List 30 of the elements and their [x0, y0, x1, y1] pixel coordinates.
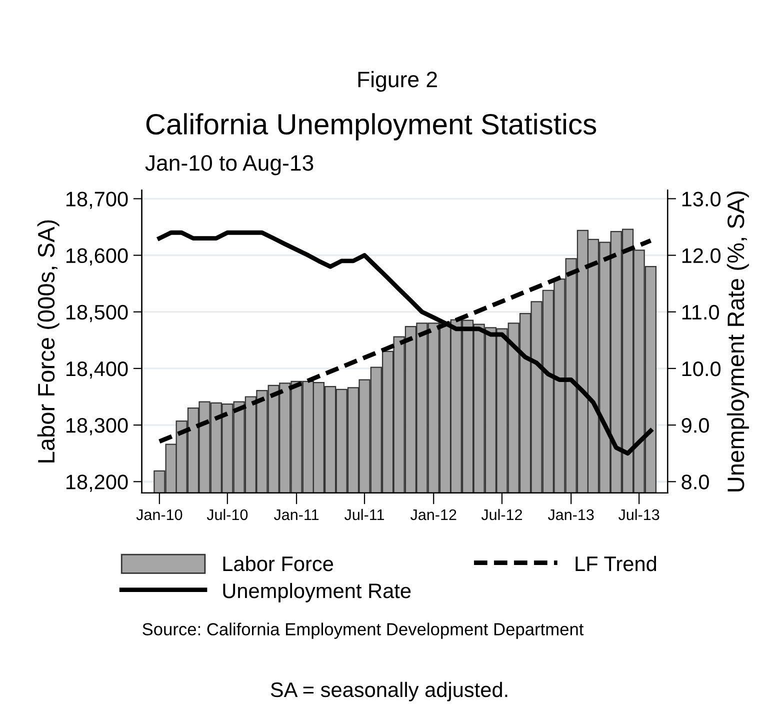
- y-tick-label: 18,300: [66, 418, 128, 436]
- y-tick-label: 18,700: [66, 192, 128, 209]
- y-tick-label: 18,400: [66, 361, 128, 379]
- y-tick-label: 18,200: [66, 474, 128, 492]
- text: SA = seasonally adjusted.: [270, 682, 508, 702]
- y2-tick-label: 11.0: [682, 304, 719, 320]
- legend-label: LF Trend: [576, 556, 656, 572]
- x-tick-label: Jan-13: [548, 509, 594, 520]
- legend-label: Labor Force: [223, 556, 334, 572]
- y-tick-label: 18,500: [66, 304, 128, 322]
- x-tick-label: Jul-13: [618, 508, 660, 520]
- y2-tick-label: 13.0: [682, 192, 721, 206]
- x-tick-label: Jan-10: [136, 509, 182, 520]
- y2-axis-title: Unemployment Rate (%, SA): [726, 191, 749, 492]
- x-tick-label: Jul-11: [344, 508, 384, 520]
- y-axis-title: Labor Force (000s, SA): [37, 220, 60, 462]
- x-tick-label: Jan-11: [274, 509, 319, 520]
- y2-tick-label: 12.0: [682, 248, 721, 264]
- y2-tick-label: 8.0: [682, 474, 709, 490]
- source-note: Source: California Employment Development Department: [142, 622, 584, 639]
- legend-label: Unemployment Rate: [223, 582, 411, 602]
- x-tick-label: Jul-10: [206, 508, 248, 520]
- y2-tick-label: 10.0: [682, 361, 721, 376]
- x-tick-label: Jan-12: [410, 509, 456, 520]
- y-tick-label: 18,600: [66, 248, 128, 266]
- chart-subtitle: Jan-10 to Aug-13: [145, 155, 314, 176]
- y2-tick-label: 9.0: [682, 418, 709, 433]
- caption: Figure 2: [358, 71, 437, 92]
- x-tick-label: Jul-12: [481, 508, 522, 520]
- chart-title: California Unemployment Statistics: [146, 113, 596, 140]
